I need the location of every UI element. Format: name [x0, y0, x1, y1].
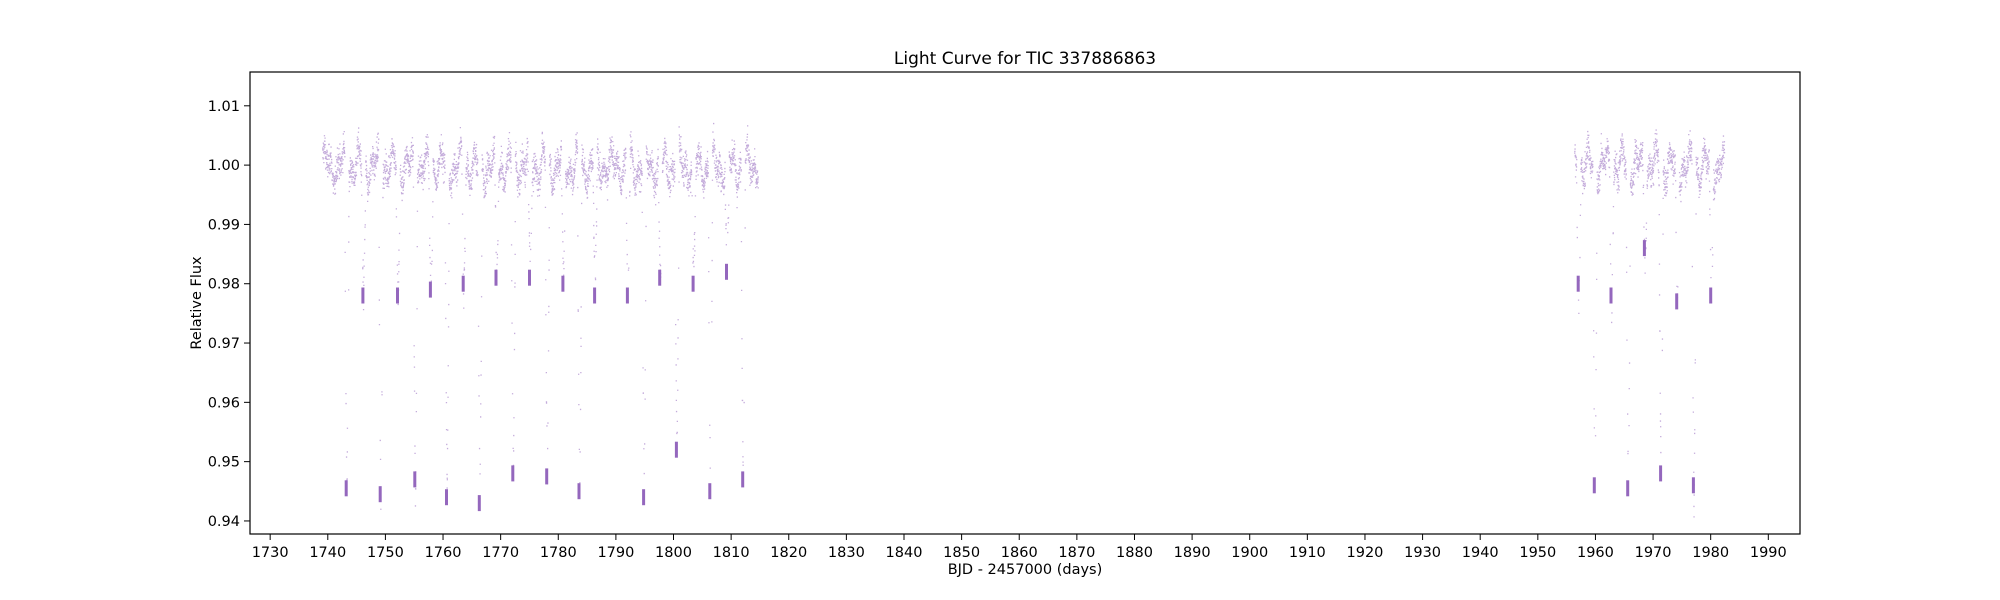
transit-minimum-point [708, 483, 712, 500]
transit-minimum-point [528, 269, 531, 286]
x-tick-label: 1990 [1750, 545, 1787, 561]
transit-minimum-point [413, 471, 417, 488]
transit-minimum-point [674, 441, 678, 458]
y-tick-label: 0.96 [208, 395, 240, 411]
x-tick-label: 1960 [1577, 545, 1614, 561]
transit-minimum-point [445, 489, 448, 506]
transit-minimum-point [428, 281, 432, 298]
y-tick-label: 0.99 [208, 217, 240, 233]
x-tick-label: 1970 [1635, 545, 1672, 561]
x-tick-label: 1730 [252, 545, 289, 561]
x-tick-label: 1980 [1692, 545, 1729, 561]
transit-minimum-point [691, 275, 695, 292]
x-tick-label: 1800 [655, 545, 692, 561]
transit-minimum-point [461, 275, 465, 292]
transit-minimum-point [1675, 293, 1679, 310]
x-tick-label: 1830 [828, 545, 865, 561]
transit-minimum-point [396, 287, 399, 304]
x-tick-label: 1780 [540, 545, 577, 561]
x-tick-label: 1940 [1462, 545, 1499, 561]
transit-minimum-point [1576, 275, 1580, 292]
chart-title: Light Curve for TIC 337886863 [894, 49, 1156, 69]
x-tick-label: 1840 [886, 545, 923, 561]
x-tick-label: 1860 [1001, 545, 1038, 561]
x-tick-label: 1850 [943, 545, 980, 561]
transit-minimum-point [1709, 287, 1713, 304]
transit-minimum-point [593, 287, 597, 304]
transit-minimum-point [344, 480, 348, 497]
y-tick-label: 0.94 [208, 514, 240, 530]
x-axis-label: BJD - 2457000 (days) [948, 562, 1103, 578]
y-tick-label: 0.98 [208, 277, 240, 293]
x-tick-label: 1820 [770, 545, 807, 561]
transit-minimum-point [477, 495, 481, 512]
x-tick-label: 1950 [1519, 545, 1556, 561]
x-tick-label: 1910 [1289, 545, 1326, 561]
x-tick-label: 1890 [1174, 545, 1211, 561]
transit-minimum-point [625, 287, 629, 304]
x-tick-label: 1870 [1058, 545, 1095, 561]
transit-minimum-point [642, 489, 646, 506]
x-tick-label: 1740 [309, 545, 346, 561]
transit-minimum-point [658, 269, 662, 286]
transit-minimum-point [561, 275, 565, 292]
x-tick-label: 1750 [367, 545, 404, 561]
y-tick-label: 0.95 [208, 455, 240, 471]
transit-minimum-point [378, 486, 382, 503]
transit-minimum-point [511, 465, 515, 482]
data-points [322, 122, 1726, 518]
x-tick-label: 1920 [1347, 545, 1384, 561]
transit-minimum-point [361, 287, 365, 304]
transit-minimum-point [1609, 287, 1613, 304]
y-axis-label: Relative Flux [189, 256, 205, 350]
y-tick-label: 1.00 [208, 158, 240, 174]
y-axis-ticks: 0.94 0.95 0.96 0.97 0.98 0.99 1.00 1.01 [208, 99, 250, 530]
transit-minimum-point [1642, 240, 1646, 257]
transit-minimum-point [741, 471, 745, 488]
x-tick-label: 1760 [425, 545, 462, 561]
transit-minimum-point [577, 483, 581, 500]
plot-area-frame [249, 71, 1801, 535]
flux-scatter-points [322, 122, 1726, 518]
x-tick-label: 1880 [1116, 545, 1153, 561]
y-tick-label: 1.01 [208, 99, 240, 115]
x-tick-label: 1790 [597, 545, 634, 561]
transit-minimum-point [1659, 465, 1663, 482]
transit-minimum-point [1626, 480, 1630, 497]
transit-minimum-point [494, 269, 498, 286]
x-axis-ticks: 1730 1740 1750 1760 1770 1780 1790 1800 1810 1820… [252, 534, 1787, 561]
x-tick-label: 1900 [1231, 545, 1268, 561]
x-tick-label: 1930 [1404, 545, 1441, 561]
y-tick-label: 0.97 [208, 336, 240, 352]
transit-minimum-point [725, 263, 728, 280]
transit-minimum-point [1592, 477, 1596, 494]
x-tick-label: 1770 [482, 545, 519, 561]
x-tick-label: 1810 [713, 545, 750, 561]
transit-minimum-point [1691, 477, 1695, 494]
transit-minimum-point [545, 468, 549, 485]
